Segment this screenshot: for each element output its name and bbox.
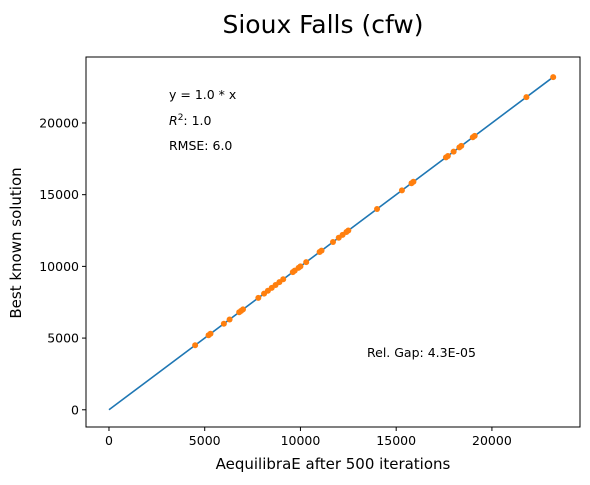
- scatter-point: [330, 239, 336, 245]
- scatter-point: [410, 178, 417, 185]
- plot-frame: [85, 56, 581, 428]
- r-squared-superscript: 2: [178, 113, 184, 123]
- x-tick-label: 10000: [281, 433, 321, 448]
- scatter-point: [345, 227, 352, 234]
- scatter-point: [192, 342, 199, 349]
- scatter-point: [444, 152, 451, 159]
- scatter-point: [318, 247, 325, 254]
- scatter-point: [226, 316, 233, 323]
- scatter-point: [471, 132, 478, 139]
- r-squared-annotation: R2: 1.0: [169, 113, 212, 128]
- scatter-point: [374, 206, 381, 213]
- chart-title: Sioux Falls (cfw): [222, 10, 423, 39]
- r-squared-value: : 1.0: [183, 113, 211, 128]
- y-tick-label: 15000: [39, 187, 79, 202]
- x-tick-label: 0: [105, 433, 113, 448]
- scatter-point: [280, 276, 287, 283]
- r-squared-symbol: R: [169, 113, 178, 128]
- scatter-point: [207, 330, 214, 337]
- scatter-point: [297, 263, 304, 270]
- x-tick-label: 5000: [189, 433, 221, 448]
- y-tick-label: 0: [71, 402, 79, 417]
- scatter-point: [550, 74, 557, 81]
- x-tick-label: 15000: [376, 433, 416, 448]
- scatter-point: [458, 142, 465, 149]
- y-axis-label: Best known solution: [7, 167, 25, 318]
- equation-annotation: y = 1.0 * x: [169, 87, 236, 102]
- rmse-annotation: RMSE: 6.0: [169, 138, 232, 153]
- scatter-point: [450, 148, 457, 155]
- y-tick-label: 20000: [39, 115, 79, 130]
- x-tick-label: 20000: [472, 433, 512, 448]
- x-axis-label: AequilibraE after 500 iterations: [216, 455, 451, 473]
- plot-area: 0 5000 10000 15000 20000 0 5000 10000 15000 20000: [39, 56, 581, 448]
- relative-gap-annotation: Rel. Gap: 4.3E-05: [367, 345, 476, 360]
- y-tick-label: 5000: [47, 331, 79, 346]
- scatter-point: [255, 294, 262, 301]
- y-tick-label: 10000: [39, 259, 79, 274]
- scatter-point: [398, 187, 405, 194]
- scatter-point: [220, 320, 227, 327]
- scatter-point: [523, 94, 530, 101]
- scatter-point: [240, 306, 247, 313]
- scatter-point: [303, 259, 310, 266]
